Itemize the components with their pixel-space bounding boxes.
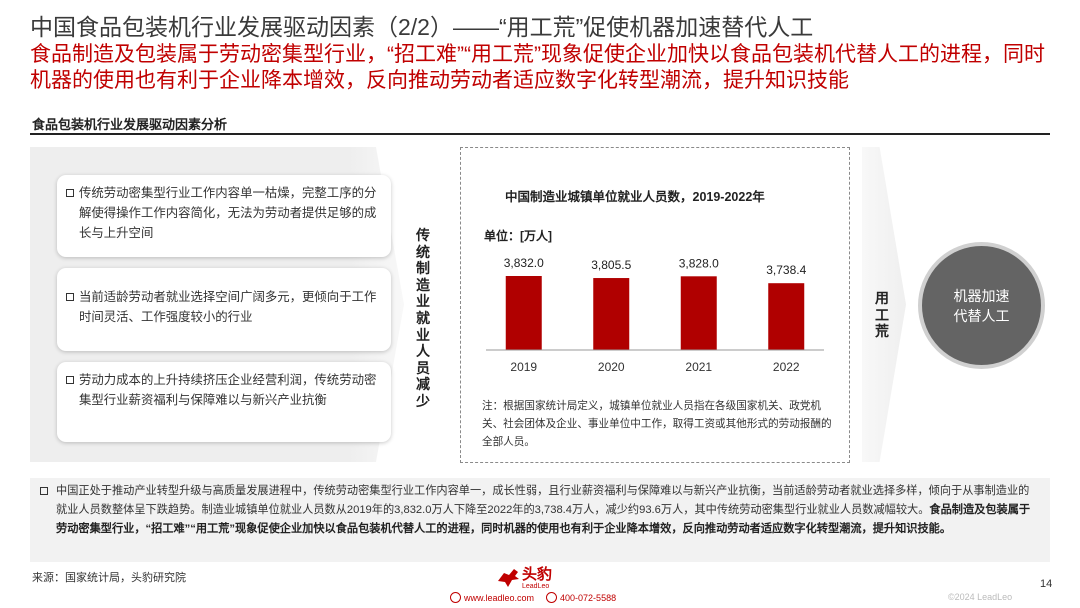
driver-card-text: 劳动力成本的上升持续挤压企业经营利润，传统劳动密集型行业薪资福利与保障难以与新兴… [79, 373, 377, 407]
checkbox-bullet-icon [40, 487, 48, 495]
phone-number: 400-072-5588 [560, 592, 617, 603]
driver-card-1: 传统劳动密集型行业工作内容单一枯燥，完整工序的分解使得操作工作内容简化，无法为劳… [57, 175, 391, 257]
page-number: 14 [1040, 578, 1053, 590]
checkbox-bullet-icon [66, 376, 74, 384]
chart-frame [460, 147, 850, 463]
driver-card-text: 当前适龄劳动者就业选择空间广阔多元，更倾向于工作时间灵活、工作强度较小的行业 [79, 290, 377, 324]
vertical-label-labor-shortage: 用工荒 [875, 290, 889, 340]
page-subtitle: 食品制造及包装属于劳动密集型行业，“招工难”“用工荒”现象促使企业加快以食品包装… [30, 43, 1045, 92]
driver-card-text: 传统劳动密集型行业工作内容单一枯燥，完整工序的分解使得操作工作内容简化，无法为劳… [79, 186, 377, 240]
x-tick-label-2021: 2021 [685, 360, 712, 374]
x-tick-label-2022: 2022 [773, 360, 800, 374]
contact-info: www.leadleo.com 400-072-5588 [450, 592, 616, 603]
driver-card-3: 劳动力成本的上升持续挤压企业经营利润，传统劳动密集型行业薪资福利与保障难以与新兴… [57, 362, 391, 442]
data-label-2019: 3,832.0 [504, 256, 544, 270]
chart-unit-label: 单位：[万人] [484, 229, 552, 243]
logo-text-cn: 头豹 [522, 565, 553, 583]
section-heading: 食品包装机行业发展驱动因素分析 [32, 117, 228, 132]
data-label-2021: 3,828.0 [679, 256, 719, 270]
chart-note: 注：根据国家统计局定义，城镇单位就业人员指在各级国家机关、政党机关、社会团体及企… [482, 400, 832, 448]
data-label-2020: 3,805.5 [591, 258, 631, 272]
summary-bold-text: 食品制造及包装属于劳动密集型行业，“招工难”“用工荒”现象促使企业加快以食品包装… [56, 504, 1031, 535]
summary-text: 中国正处于推动产业转型升级与高质量发展进程中，传统劳动密集型行业工作内容单一，成… [56, 485, 1030, 516]
bar-chart: 3,832.0 2019 3,805.5 2020 3,828.0 2021 3,738.4… [486, 256, 824, 374]
checkbox-bullet-icon [66, 189, 74, 197]
website-link[interactable]: www.leadleo.com [464, 592, 535, 603]
conclusion-line-1: 机器加速 [953, 287, 1010, 304]
driver-card-2: 当前适龄劳动者就业选择空间广阔多元，更倾向于工作时间灵活、工作强度较小的行业 [57, 268, 391, 351]
source-note: 来源：国家统计局，头豹研究院 [32, 572, 186, 584]
leopard-logo-icon [498, 569, 519, 587]
logo-text-en: LeadLeo [522, 582, 550, 590]
chart-title: 中国制造业城镇单位就业人员数，2019-2022年 [505, 190, 765, 204]
x-tick-label-2020: 2020 [598, 360, 625, 374]
x-tick-label-2019: 2019 [510, 360, 537, 374]
copyright: ©2024 LeadLeo [948, 592, 1013, 602]
conclusion-line-2: 代替人工 [953, 307, 1010, 324]
phone-icon [546, 592, 558, 603]
data-label-2022: 3,738.4 [766, 263, 806, 277]
page-title: 中国食品包装机行业发展驱动因素（2/2）——“用工荒”促使机器加速替代人工 [30, 14, 814, 40]
summary-box: 中国正处于推动产业转型升级与高质量发展进程中，传统劳动密集型行业工作内容单一，成… [30, 478, 1050, 562]
conclusion-circle: 机器加速 代替人工 [918, 242, 1045, 369]
checkbox-bullet-icon [66, 293, 74, 301]
leadleo-logo: 头豹 LeadLeo [496, 566, 552, 590]
bar-2021 [680, 276, 717, 350]
section-divider [30, 133, 1050, 135]
bar-2019 [505, 276, 542, 350]
bar-2020 [593, 278, 630, 350]
vertical-label-workforce-decline: 传统制造业就业人员减少 [416, 227, 430, 409]
bar-2022 [768, 283, 805, 350]
web-icon [450, 592, 461, 603]
